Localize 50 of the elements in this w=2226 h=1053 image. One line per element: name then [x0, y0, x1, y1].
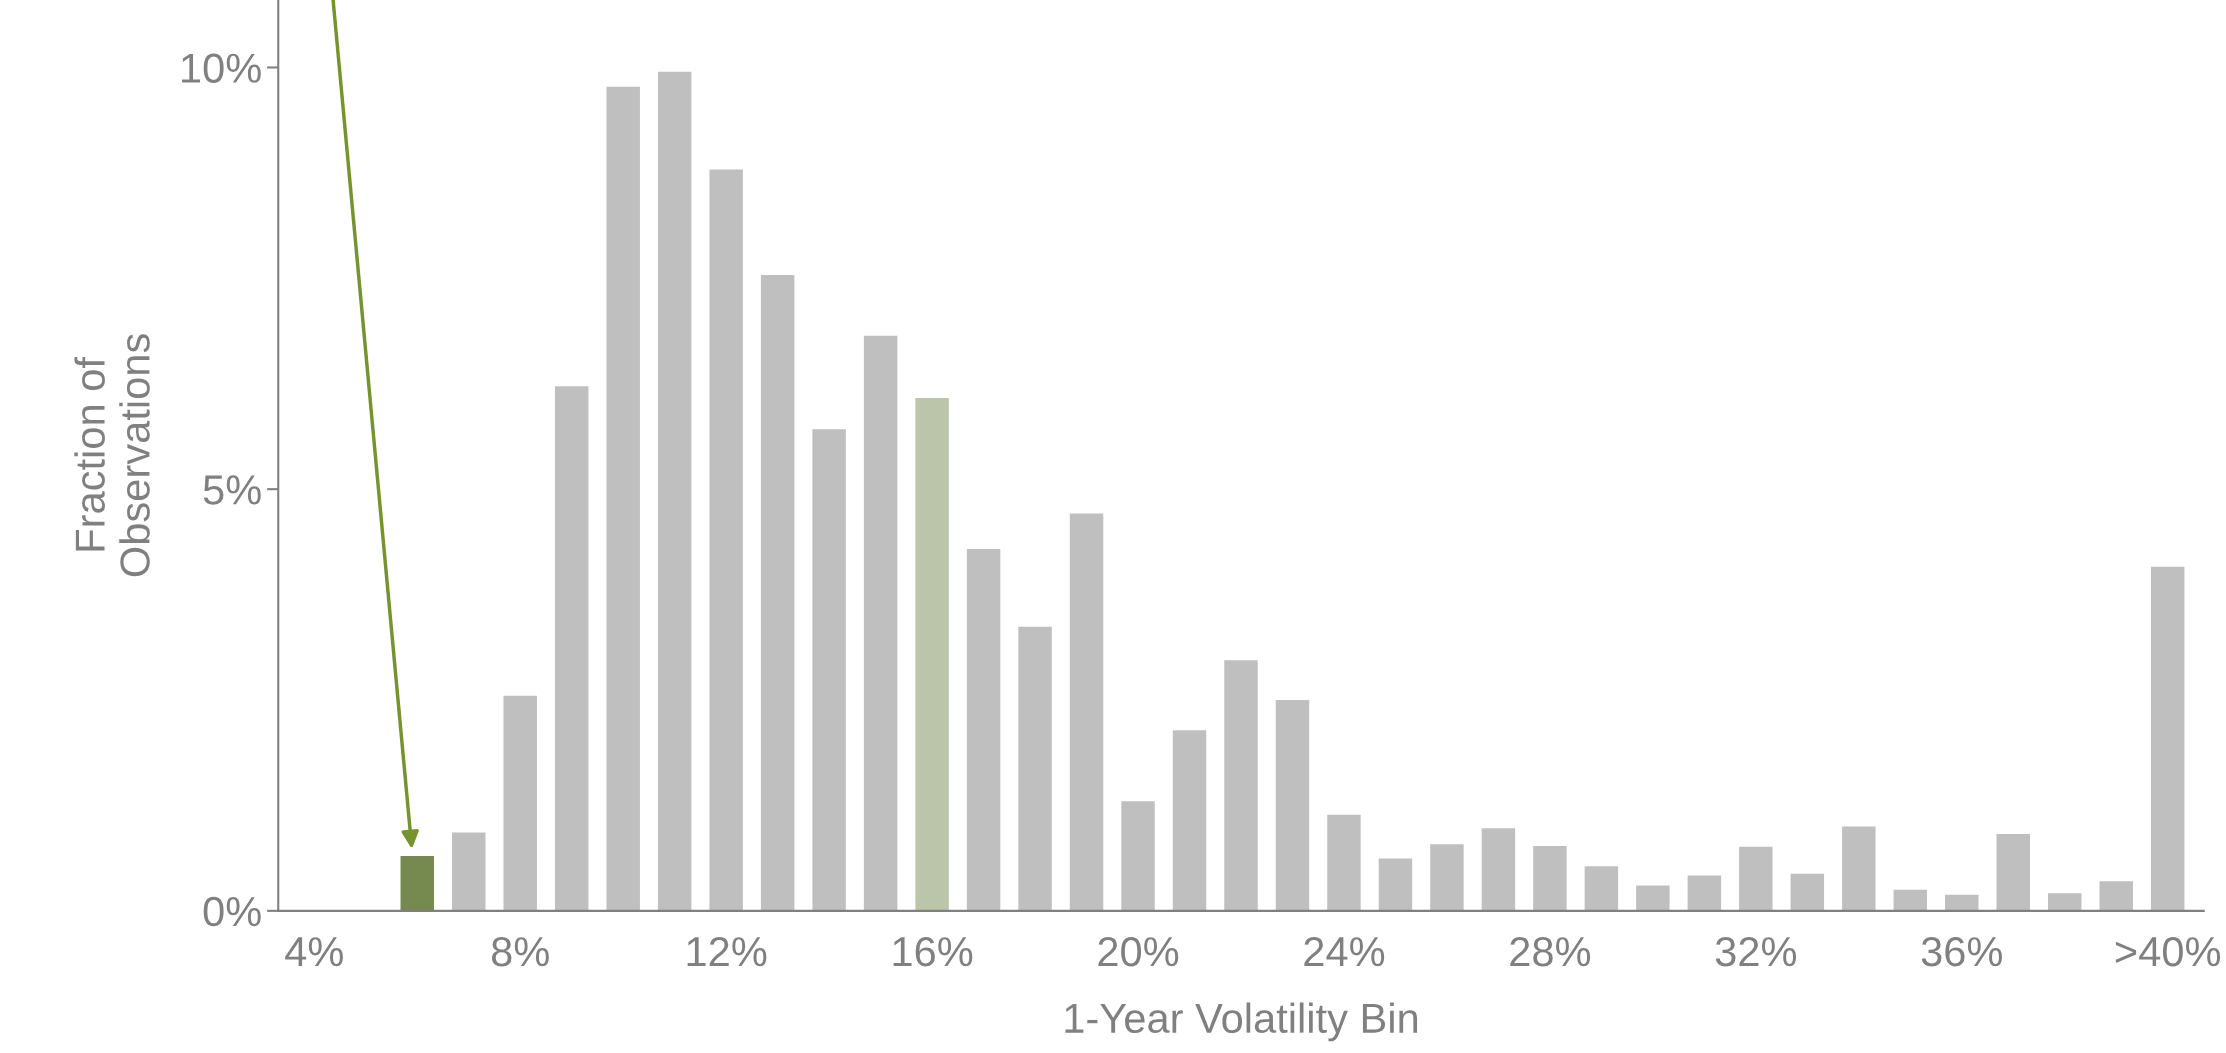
bar — [915, 398, 949, 911]
x-axis-title: 1-Year Volatility Bin — [1065, 1002, 1418, 1042]
x-tick-label: 32% — [1715, 936, 1797, 967]
bar — [554, 386, 589, 911]
bar — [400, 856, 434, 911]
x-tick-label: 16% — [893, 936, 973, 967]
bar — [1069, 513, 1104, 911]
bar — [1378, 858, 1413, 911]
bar — [1842, 826, 1876, 911]
bar — [1430, 844, 1464, 911]
bar — [657, 71, 692, 911]
x-tick-label: 24% — [1304, 936, 1385, 967]
y-tick-label: 0% — [203, 896, 261, 927]
bar — [1945, 894, 1979, 911]
bar — [812, 429, 846, 911]
x-tick-label: 28% — [1510, 936, 1591, 967]
bar — [1121, 801, 1155, 911]
bar — [1584, 866, 1619, 911]
y-tick-label: 10% — [182, 53, 261, 83]
bar — [709, 169, 743, 911]
x-tick-label: 12% — [687, 936, 767, 967]
bar — [966, 549, 1001, 911]
bar — [1172, 730, 1207, 911]
bar — [2048, 893, 2082, 911]
bar — [1636, 885, 1670, 911]
bar — [1018, 626, 1052, 911]
bar — [2150, 566, 2185, 911]
y-axis-title: Fraction of Observations — [74, 334, 150, 577]
bar — [1996, 834, 2030, 911]
x-tick-label: 20% — [1098, 936, 1179, 967]
bar — [1327, 814, 1361, 911]
bar — [452, 832, 486, 911]
bar — [1275, 700, 1310, 911]
bar — [1790, 873, 1825, 911]
y-tick-label: 5% — [203, 475, 261, 505]
bar — [1893, 889, 1928, 911]
bar — [1739, 846, 1773, 911]
bar — [760, 274, 795, 911]
bar — [503, 695, 537, 911]
bar — [1533, 845, 1567, 911]
bar — [1687, 875, 1722, 911]
bar — [1224, 660, 1258, 911]
x-tick-label: 4% — [285, 937, 343, 967]
bar — [2099, 881, 2133, 911]
x-tick-label: 36% — [1921, 936, 2002, 967]
bar — [606, 86, 640, 911]
bar — [863, 335, 898, 911]
x-tick-label: >40% — [2115, 936, 2221, 967]
bar — [1481, 828, 1516, 911]
x-tick-label: 8% — [491, 936, 549, 967]
